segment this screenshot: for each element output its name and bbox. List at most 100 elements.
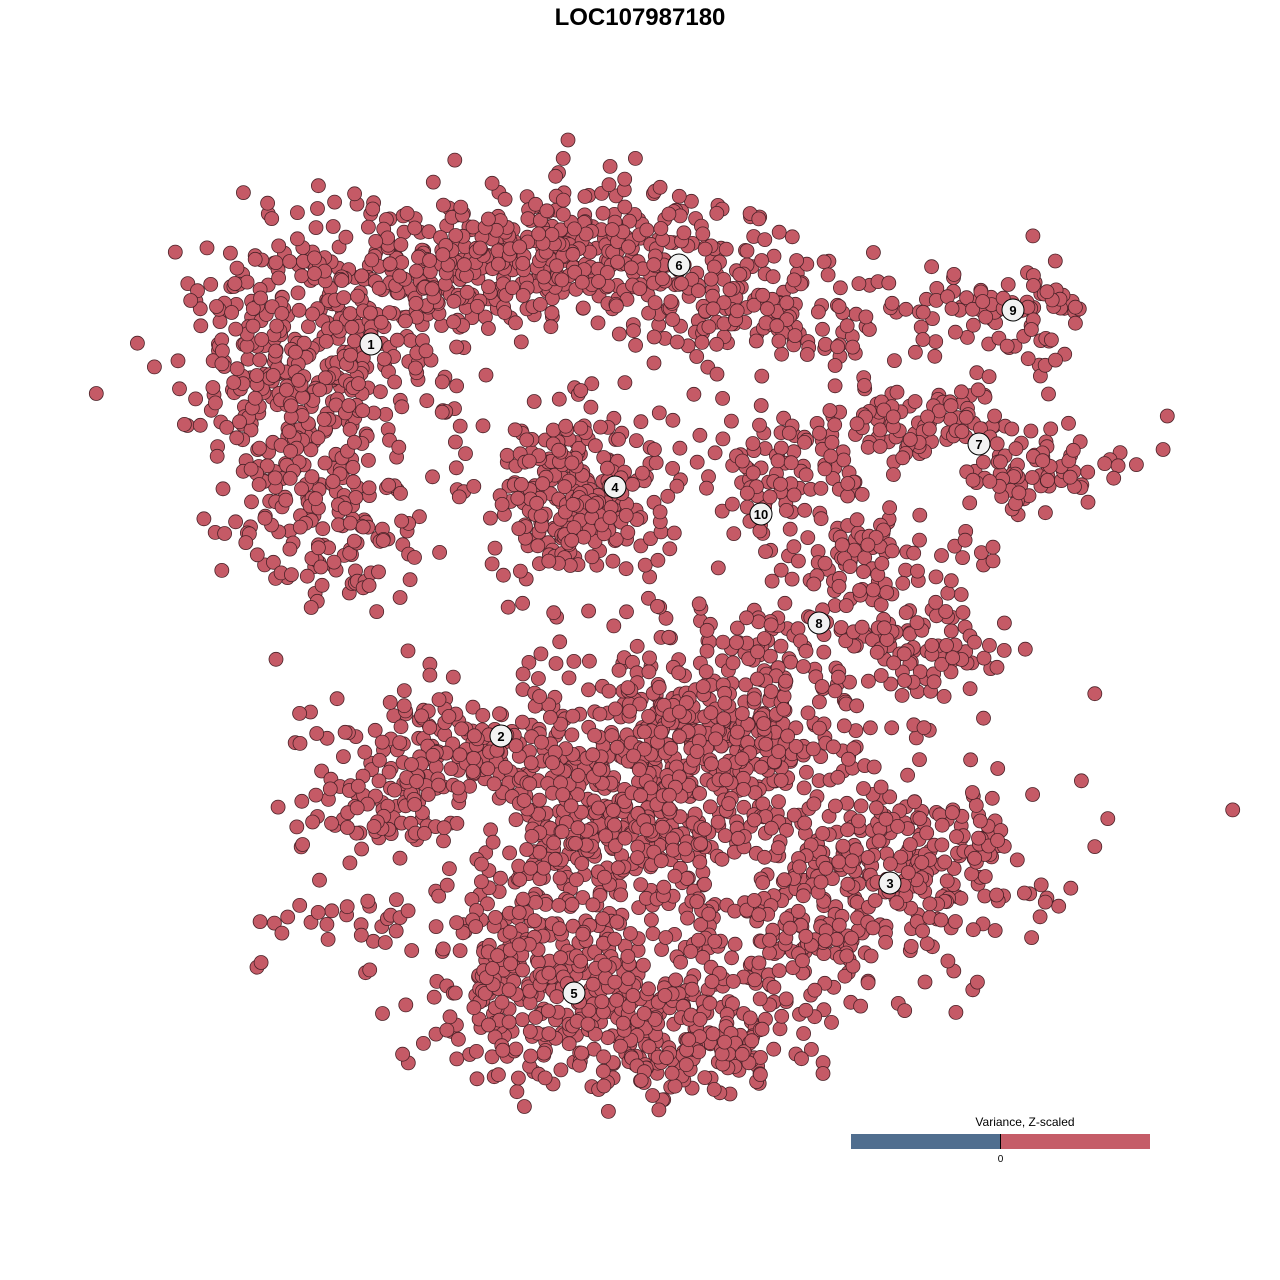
cell-point [466, 728, 482, 744]
cell-point [304, 551, 320, 566]
cell-point [849, 416, 865, 432]
cell-point [209, 299, 224, 314]
cell-point [833, 280, 848, 296]
cell-point [753, 759, 769, 775]
cell-point [1225, 802, 1241, 818]
cell-point [661, 787, 677, 803]
cell-point [689, 894, 705, 909]
cell-point [840, 488, 855, 504]
cell-point [831, 299, 847, 314]
cell-point [851, 813, 866, 829]
cell-point [170, 353, 186, 369]
cell-point [572, 1057, 587, 1073]
cell-point [648, 455, 664, 471]
cell-point [1061, 415, 1076, 431]
cell-point [510, 490, 526, 506]
cell-point [595, 911, 611, 927]
cell-point [934, 837, 950, 853]
cell-point [399, 205, 415, 221]
cell-point [269, 318, 285, 334]
cell-point [879, 585, 895, 600]
cell-point [259, 458, 275, 474]
cell-point [607, 931, 622, 947]
cell-point [882, 500, 897, 516]
cell-point [915, 332, 931, 347]
cell-point [565, 708, 581, 724]
cell-point [617, 830, 633, 846]
cell-point [347, 186, 363, 202]
cell-point [948, 324, 963, 340]
cell-point [730, 724, 745, 740]
cell-point [709, 336, 724, 352]
cell-point [434, 404, 450, 420]
cell-point [661, 629, 677, 645]
cell-point [229, 260, 245, 276]
cell-point [569, 872, 584, 888]
cluster-label-9: 9 [1001, 298, 1025, 322]
cell-point [434, 374, 450, 390]
cell-point [840, 876, 856, 892]
cell-point [422, 720, 438, 735]
cluster-label-text: 2 [497, 729, 504, 744]
cell-point [595, 205, 611, 221]
cell-point [350, 778, 366, 794]
cell-point [721, 796, 737, 811]
cell-point [665, 460, 680, 476]
cell-point [312, 872, 327, 888]
cell-point [641, 981, 656, 997]
cell-point [895, 575, 911, 591]
cell-point [366, 819, 382, 834]
cell-point [264, 211, 280, 227]
cell-point [1065, 442, 1081, 458]
cell-point [883, 856, 898, 872]
cell-point [458, 446, 473, 462]
cell-point [611, 662, 627, 678]
cell-point [766, 248, 782, 264]
cell-point [692, 1012, 708, 1027]
cell-point [954, 424, 970, 439]
cell-point [898, 301, 914, 317]
cell-point [553, 950, 568, 966]
cell-point [396, 683, 412, 698]
cell-point [508, 812, 524, 828]
cell-point [183, 293, 199, 308]
cell-point [595, 1063, 611, 1079]
cluster-label-text: 3 [886, 876, 893, 891]
cell-point [786, 539, 802, 555]
cell-point [1017, 641, 1033, 657]
cell-point [716, 711, 732, 727]
cell-point [985, 553, 1001, 569]
cell-point [396, 698, 412, 714]
cell-point [715, 390, 730, 406]
cell-point [724, 413, 739, 429]
cell-point [940, 585, 956, 601]
cell-point [781, 425, 797, 441]
cell-point [584, 549, 600, 565]
cell-point [727, 936, 743, 952]
cell-point [271, 270, 287, 286]
cell-point [480, 211, 496, 227]
cell-point [575, 926, 591, 942]
cell-point [936, 689, 952, 704]
cell-point [533, 646, 549, 662]
cell-point [912, 811, 928, 826]
cell-point [774, 346, 789, 362]
cell-point [653, 853, 669, 869]
cell-point [222, 245, 238, 261]
cell-point [773, 476, 788, 492]
cell-point [545, 422, 561, 438]
cell-point [796, 1026, 811, 1041]
cell-point [699, 622, 715, 638]
cell-point [214, 356, 230, 372]
cell-point [971, 830, 986, 846]
cell-point [515, 288, 531, 303]
cell-point [754, 1021, 770, 1037]
cell-point [989, 887, 1004, 903]
cluster-label-7: 7 [967, 432, 991, 456]
cluster-label-text: 9 [1009, 303, 1016, 318]
cell-point [480, 761, 496, 777]
cell-point [746, 893, 762, 908]
cell-point [520, 211, 536, 227]
cell-point [972, 813, 988, 829]
cluster-label-5: 5 [562, 981, 586, 1005]
